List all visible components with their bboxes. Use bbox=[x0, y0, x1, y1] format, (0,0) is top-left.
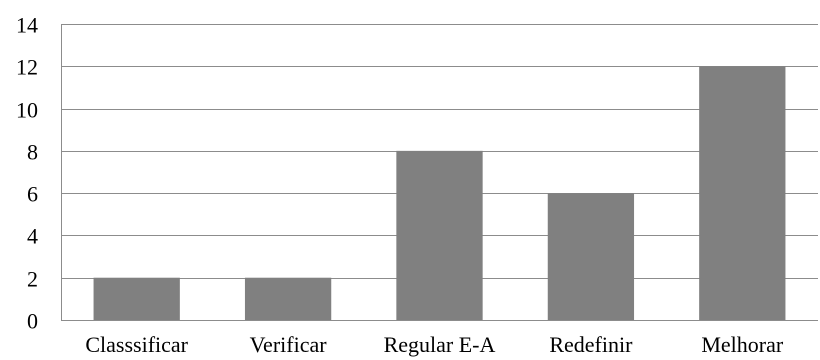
x-category-label-0: Classsificar bbox=[85, 332, 188, 357]
x-category-label-2: Regular E-A bbox=[384, 332, 496, 357]
y-tick-label-12: 12 bbox=[16, 55, 38, 80]
x-category-labels: Classsificar Verificar Regular E-A Redefini… bbox=[85, 332, 784, 357]
y-tick-label-6: 6 bbox=[27, 182, 38, 207]
y-tick-label-10: 10 bbox=[16, 98, 38, 123]
bar-2 bbox=[396, 150, 483, 320]
y-tick-labels: 0 2 4 6 8 10 12 14 bbox=[16, 13, 38, 334]
y-tick-label-0: 0 bbox=[27, 309, 38, 334]
bars bbox=[93, 66, 786, 321]
x-category-label-4: Melhorar bbox=[701, 332, 784, 357]
bar-0 bbox=[93, 277, 180, 320]
bar-1 bbox=[244, 277, 332, 320]
y-tick-label-4: 4 bbox=[27, 224, 38, 249]
y-tick-label-2: 2 bbox=[27, 267, 38, 292]
x-category-label-3: Redefinir bbox=[549, 332, 633, 357]
bar-4 bbox=[699, 66, 786, 321]
y-tick-label-8: 8 bbox=[27, 140, 38, 165]
bar-3 bbox=[547, 193, 635, 320]
x-category-label-1: Verificar bbox=[250, 332, 328, 357]
axes bbox=[61, 24, 818, 321]
y-tick-label-14: 14 bbox=[16, 13, 38, 38]
